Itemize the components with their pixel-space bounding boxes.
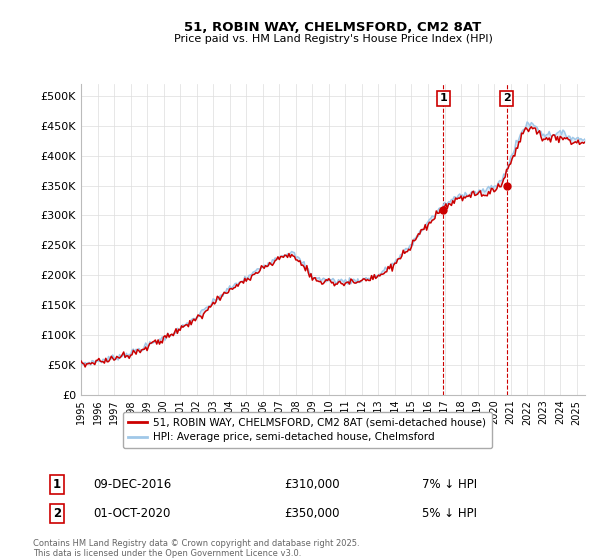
Text: 01-OCT-2020: 01-OCT-2020 (94, 507, 170, 520)
Text: £310,000: £310,000 (284, 478, 340, 491)
Text: 1: 1 (439, 94, 447, 104)
Text: 2: 2 (53, 507, 61, 520)
Text: 09-DEC-2016: 09-DEC-2016 (93, 478, 171, 491)
Text: 5% ↓ HPI: 5% ↓ HPI (422, 507, 478, 520)
Text: Contains HM Land Registry data © Crown copyright and database right 2025.
This d: Contains HM Land Registry data © Crown c… (33, 539, 359, 558)
Text: 51, ROBIN WAY, CHELMSFORD, CM2 8AT: 51, ROBIN WAY, CHELMSFORD, CM2 8AT (184, 21, 482, 34)
Text: 1: 1 (53, 478, 61, 491)
Text: 7% ↓ HPI: 7% ↓ HPI (422, 478, 478, 491)
Text: Price paid vs. HM Land Registry's House Price Index (HPI): Price paid vs. HM Land Registry's House … (173, 34, 493, 44)
Text: £350,000: £350,000 (284, 507, 340, 520)
Text: 2: 2 (503, 94, 511, 104)
Legend: 51, ROBIN WAY, CHELMSFORD, CM2 8AT (semi-detached house), HPI: Average price, se: 51, ROBIN WAY, CHELMSFORD, CM2 8AT (semi… (123, 412, 491, 447)
